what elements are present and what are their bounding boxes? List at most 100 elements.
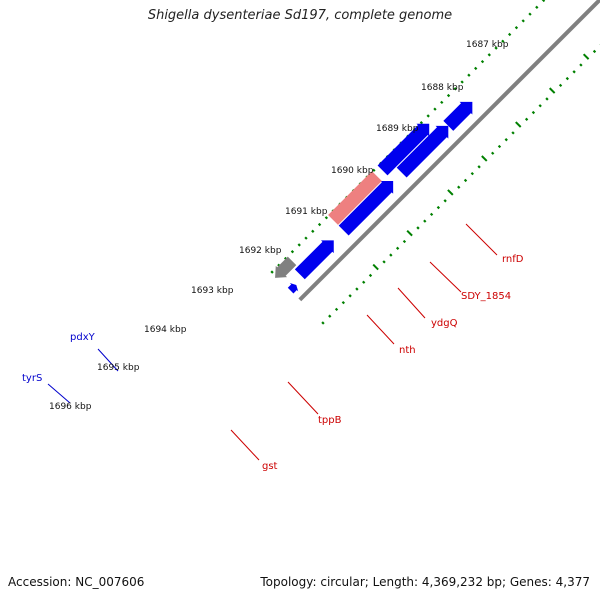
outer-tick: [446, 93, 451, 98]
label-leaders: [47, 223, 498, 461]
inner-tick: [497, 144, 502, 149]
inner-tick: [334, 307, 339, 312]
inner-tick: [447, 189, 454, 196]
tick-label-kbp: 1689 kbp: [376, 124, 419, 134]
gene-label-rnfD: rnfD: [502, 254, 524, 265]
outer-tick: [317, 222, 322, 227]
inner-tick: [565, 76, 570, 81]
tick-label-kbp: 1687 kbp: [466, 40, 509, 50]
leader-line-reverse: [397, 287, 426, 319]
inner-tick: [423, 219, 427, 223]
inner-tick: [504, 138, 508, 142]
inner-tick: [579, 63, 583, 67]
inner-tick: [477, 165, 481, 169]
inner-tick: [443, 199, 447, 203]
leader-line-forward: [97, 348, 119, 372]
inner-tick: [348, 294, 352, 298]
outer-tick: [433, 107, 437, 111]
gene-label-tppB: tppB: [318, 415, 342, 426]
accession-text: Accession: NC_007606: [8, 575, 145, 589]
map-title: Shigella dysenteriae Sd197, complete gen…: [147, 8, 453, 23]
gene-arrow-forward: [338, 181, 394, 236]
leader-line-reverse: [287, 381, 319, 415]
inner-tick: [524, 117, 529, 121]
inner-tick: [463, 178, 468, 183]
gene-label-nth: nth: [399, 345, 416, 356]
genome-backbone: [298, 0, 600, 302]
outer-tick: [467, 73, 471, 77]
backbone-line: [298, 0, 600, 302]
leader-line-reverse: [465, 223, 498, 256]
gene-arrow-forward: [294, 240, 334, 280]
gene-arrow-forward-pdxY: [377, 123, 430, 176]
inner-tick: [457, 185, 461, 189]
tick-label-kbp: 1695 kbp: [97, 363, 140, 373]
gene-label-pdxY: pdxY: [70, 332, 96, 343]
tick-label-kbp: 1693 kbp: [191, 286, 234, 296]
outer-tick: [521, 19, 525, 23]
outer-tick: [270, 270, 274, 274]
tick-label-kbp: 1694 kbp: [144, 325, 187, 335]
inner-tick: [321, 321, 325, 325]
inner-tick: [395, 246, 400, 250]
inner-tick: [382, 260, 386, 264]
gene-arrow-forward-tyrS: [443, 101, 473, 131]
tick-label-kbp: 1696 kbp: [49, 402, 92, 412]
tick-labels: 1687 kbp 1688 kbp 1689 kbp 1690 kbp 1691 kbp…: [49, 40, 509, 412]
gene-label-SDY_1854: SDY_1854: [461, 291, 511, 302]
outer-tick: [372, 168, 376, 172]
inner-tick: [402, 239, 407, 244]
inner-tick: [406, 229, 413, 237]
inner-tick: [511, 131, 515, 135]
gene-arrow-forward: [287, 282, 299, 294]
gene-arrow-forward: [396, 125, 449, 178]
inner-tick: [592, 49, 597, 54]
outer-tick: [514, 26, 519, 30]
inner-tick: [531, 110, 536, 115]
inner-tick: [558, 83, 563, 88]
outer-tick: [426, 114, 430, 118]
inner-tick: [481, 155, 488, 162]
leader-line-reverse: [230, 429, 260, 461]
tick-label-kbp: 1688 kbp: [421, 83, 464, 93]
leader-line-reverse: [429, 261, 462, 293]
inner-tick: [416, 226, 420, 230]
outer-tick: [487, 53, 491, 57]
outer-tick: [311, 229, 315, 233]
inner-tick: [368, 273, 373, 278]
inner-tick: [429, 212, 434, 217]
inner-tick: [328, 314, 332, 318]
outer-tick: [440, 100, 444, 105]
tick-label-kbp: 1690 kbp: [331, 166, 374, 176]
inner-tick: [470, 171, 474, 176]
outer-tick: [501, 39, 505, 43]
gene-labels: pdxY tyrS rnfD SDY_1854 ydgQ nth tppB gst: [22, 254, 524, 472]
inner-tick: [372, 263, 379, 271]
inner-tick: [389, 253, 393, 257]
outer-tick: [453, 87, 458, 91]
gene-label-tyrS: tyrS: [22, 373, 42, 384]
inner-tick: [436, 205, 441, 210]
inner-tick-row: [321, 44, 600, 325]
outer-tick: [304, 236, 308, 240]
leader-line-reverse: [366, 314, 395, 345]
inner-tick: [572, 70, 576, 74]
tick-label-kbp: 1692 kbp: [239, 246, 282, 256]
outer-tick: [297, 243, 301, 247]
inner-tick: [538, 104, 542, 108]
outer-tick: [494, 46, 498, 50]
outer-tick: [419, 121, 424, 125]
outer-tick: [460, 80, 464, 84]
outer-tick: [535, 5, 539, 9]
inner-tick: [515, 121, 522, 128]
leader-line-forward: [47, 383, 71, 404]
outer-tick: [541, 0, 546, 3]
inner-tick: [491, 151, 495, 155]
outer-tick: [474, 66, 478, 71]
topology-summary: Topology: circular; Length: 4,369,232 bp…: [260, 575, 590, 589]
gene-features: [275, 101, 473, 294]
outer-tick: [324, 216, 329, 220]
pseudo-gene-block: [328, 171, 382, 225]
inner-tick: [341, 300, 345, 305]
